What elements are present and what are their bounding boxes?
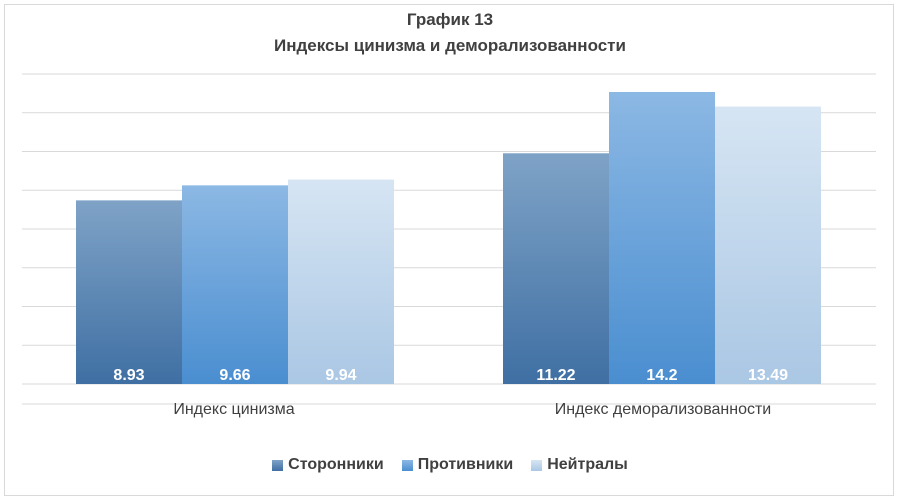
category-label: Индекс деморализованности [555,401,772,418]
legend-swatch [272,459,284,471]
bar [182,185,288,384]
legend: Сторонники Противники Нейтралы [0,456,900,474]
data-labels: 8.93 9.66 9.94 11.22 14.2 13.49 [113,367,788,384]
legend-label: Нейтралы [547,456,628,473]
bar [715,106,821,384]
chart-title: График 13 [406,10,494,29]
chart-subtitle: Индексы цинизма и деморализованности [274,36,626,55]
legend-item: Нейтралы [531,456,628,474]
bar [288,179,394,384]
data-label: 9.66 [219,367,250,384]
bar-group [76,92,821,384]
data-label: 14.2 [646,367,677,384]
legend-label: Противники [417,456,514,473]
category-labels: Индекс цинизма Индекс деморализованности [173,401,771,418]
legend-swatch [531,459,543,471]
data-label: 11.22 [536,367,575,384]
data-label: 8.93 [113,367,144,384]
legend-item: Сторонники [272,456,384,474]
legend-swatch [401,459,413,471]
bar [609,92,715,384]
legend-item: Противники [401,456,514,474]
bar [76,200,182,384]
category-label: Индекс цинизма [173,401,294,418]
data-label: 13.49 [748,367,788,384]
data-label: 9.94 [325,367,356,384]
legend-label: Сторонники [288,456,384,473]
bar [503,153,609,384]
